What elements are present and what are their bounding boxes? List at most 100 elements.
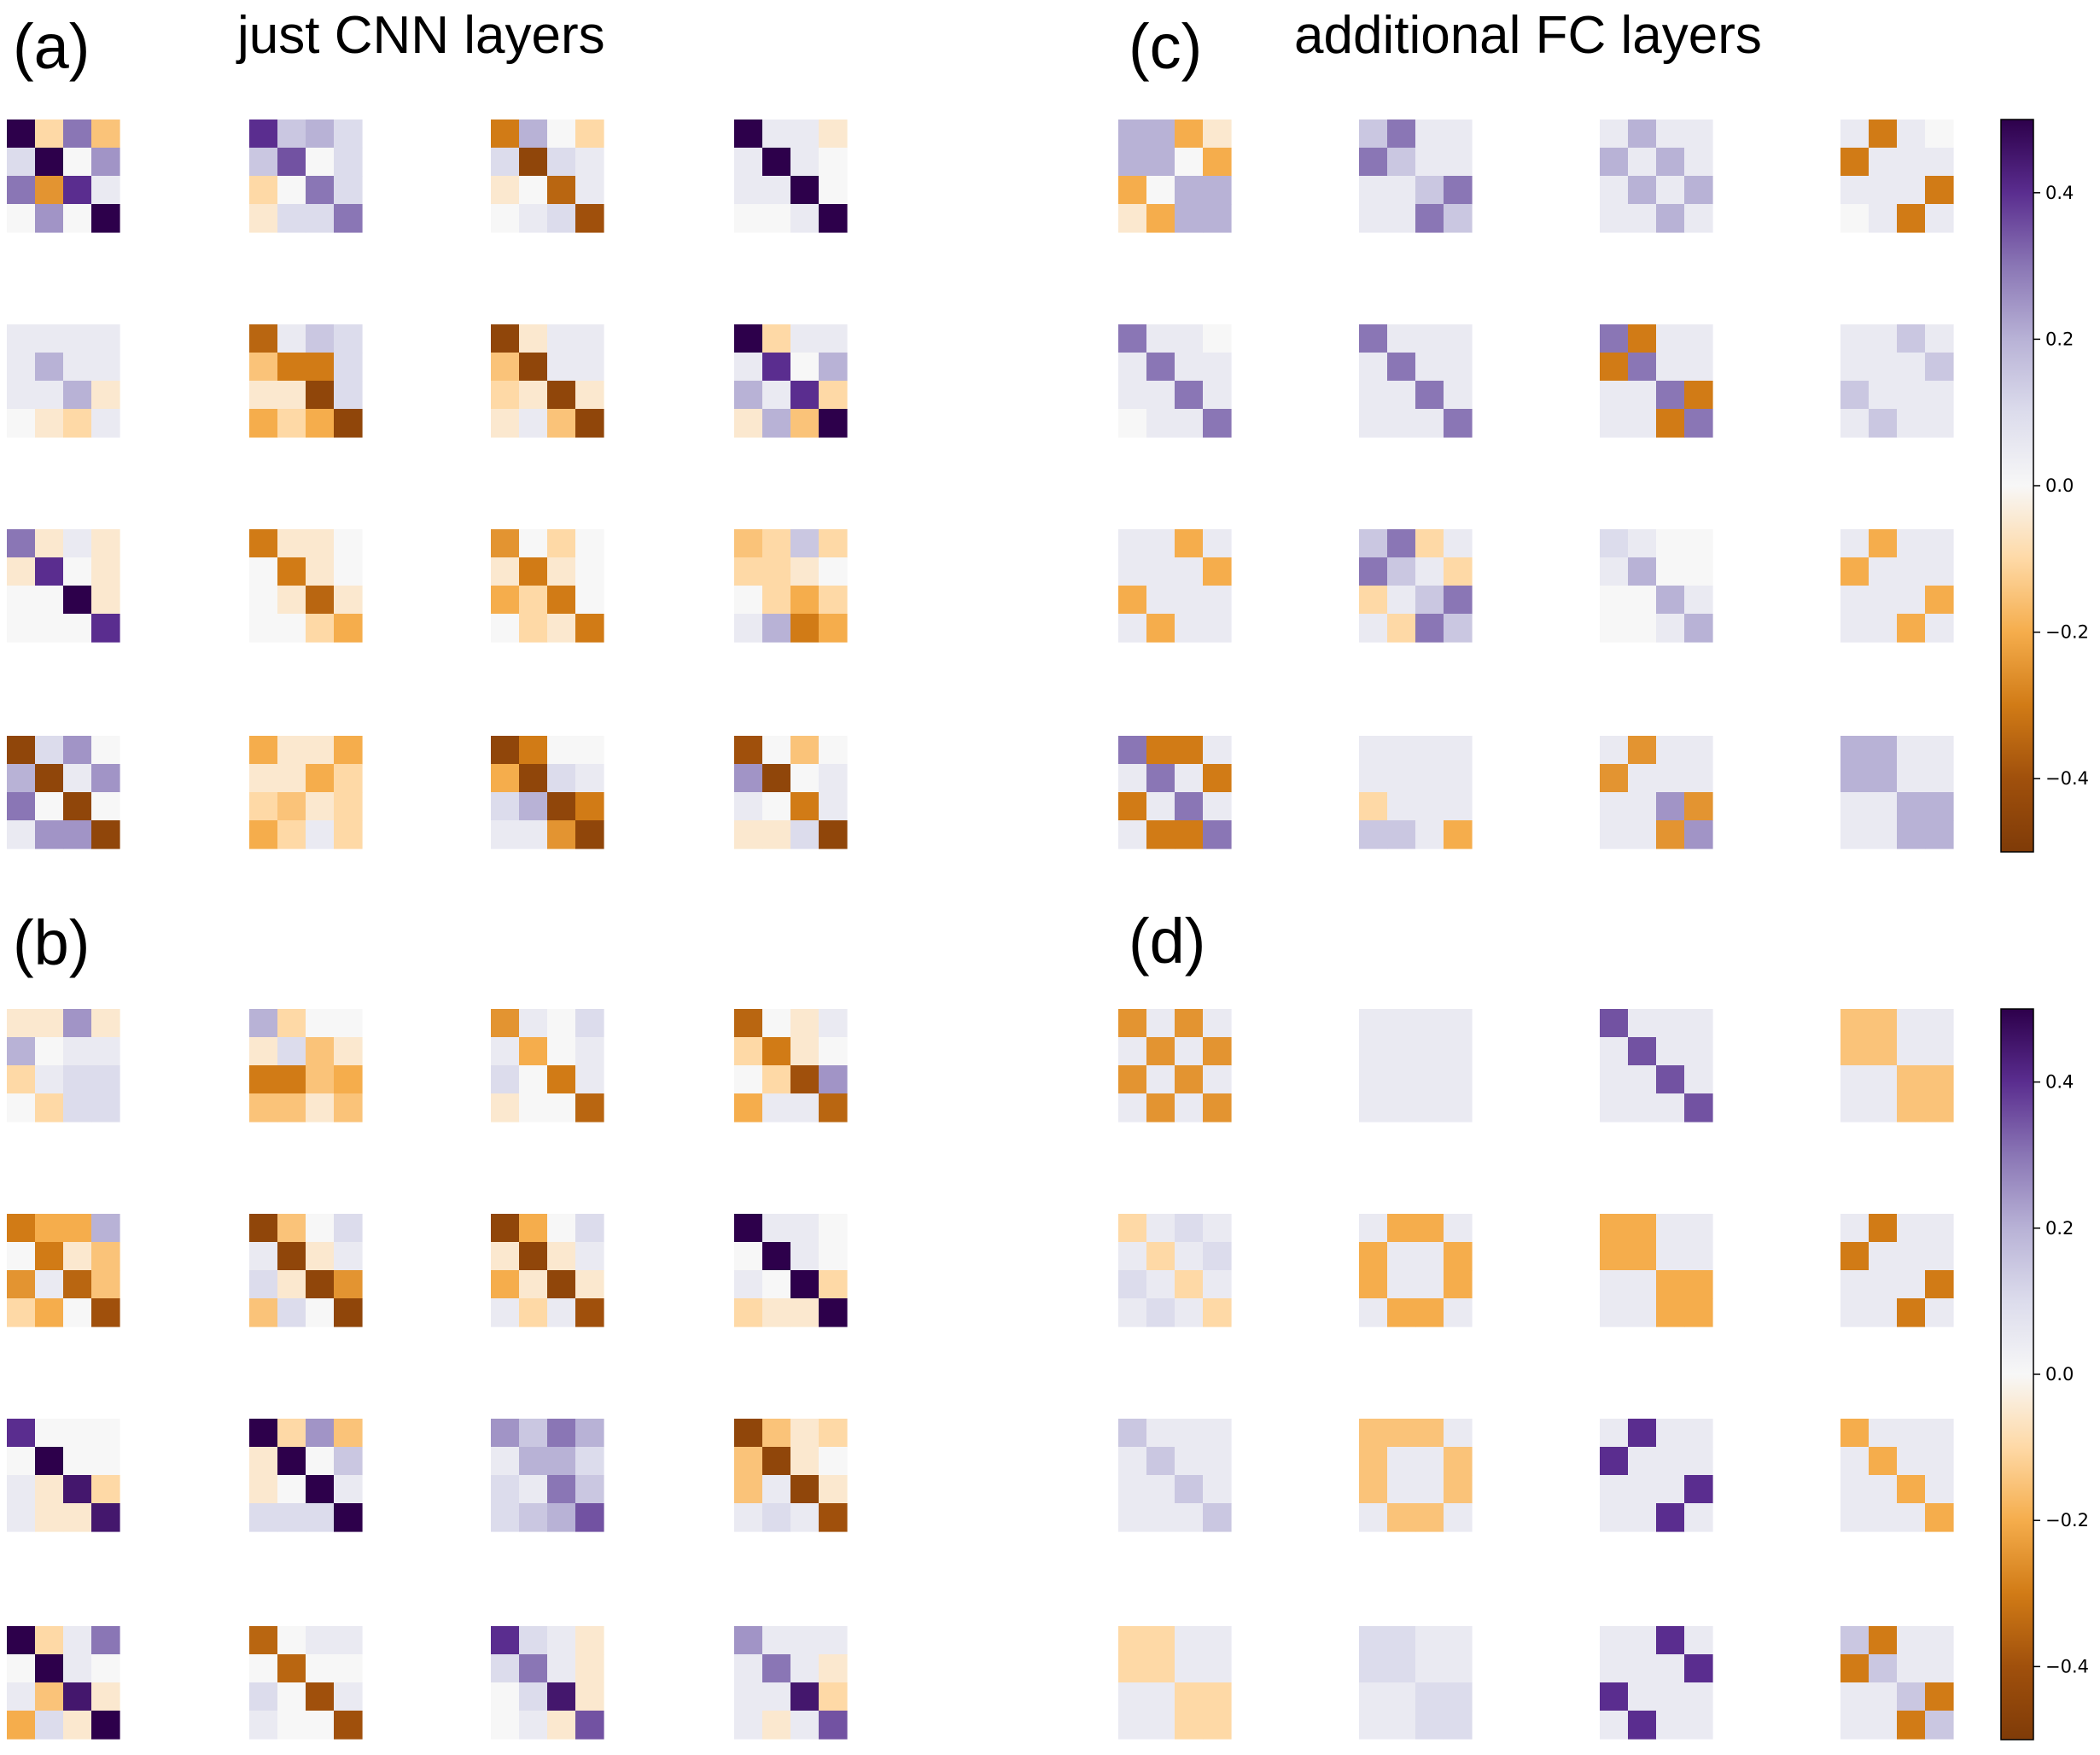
heatmap-cell	[1869, 529, 1898, 558]
heatmap-cell	[334, 1682, 363, 1711]
heatmap-cell	[1684, 1214, 1713, 1243]
heatmap-cell	[1415, 1065, 1444, 1094]
heatmap-cell	[334, 1093, 363, 1122]
heatmap-cell	[1387, 820, 1416, 849]
heatmap-cell	[1146, 176, 1175, 205]
heatmap-cell	[1175, 381, 1204, 410]
heatmap-cell	[35, 1475, 64, 1504]
heatmap-cell	[277, 820, 306, 849]
heatmap-cell	[1175, 557, 1204, 586]
heatmap-cell	[306, 353, 335, 382]
heatmap-cell	[1415, 120, 1444, 149]
heatmap-cell	[334, 557, 363, 586]
heatmap-cell	[762, 736, 791, 765]
heatmap-cell	[1118, 1447, 1147, 1476]
heatmap-cell	[63, 1214, 92, 1243]
matrix-c-2-2	[1600, 529, 1713, 643]
heatmap-cell	[1146, 324, 1175, 353]
heatmap-cell	[63, 1626, 92, 1655]
heatmap-cell	[1897, 736, 1926, 765]
heatmap-cell	[35, 1298, 64, 1327]
heatmap-cell	[1444, 557, 1473, 586]
heatmap-cell	[277, 792, 306, 821]
heatmap-cell	[1628, 529, 1657, 558]
heatmap-cell	[91, 764, 120, 793]
heatmap-cell	[306, 1242, 335, 1271]
heatmap-cell	[1415, 792, 1444, 821]
heatmap-cell	[91, 1447, 120, 1476]
heatmap-cell	[1203, 353, 1232, 382]
heatmap-cell	[519, 148, 548, 177]
heatmap-cell	[7, 736, 36, 765]
heatmap-cell	[306, 1214, 335, 1243]
heatmap-cell	[1359, 614, 1388, 643]
heatmap-cell	[1600, 1711, 1629, 1740]
heatmap-cell	[35, 1037, 64, 1066]
heatmap-cell	[819, 1270, 848, 1299]
heatmap-cell	[762, 1214, 791, 1243]
colorbar-tick-label: 0.0	[2045, 1364, 2074, 1385]
heatmap-cell	[1656, 1626, 1685, 1655]
heatmap-cell	[1387, 1626, 1416, 1655]
heatmap-cell	[1118, 381, 1147, 410]
heatmap-cell	[1175, 1626, 1204, 1655]
heatmap-cell	[1359, 1447, 1388, 1476]
matrix-b-2-1	[249, 1419, 363, 1532]
heatmap-cell	[35, 381, 64, 410]
heatmap-cell	[1203, 1682, 1232, 1711]
panel-d-heatmaps	[1118, 1009, 1954, 1740]
heatmap-cell	[1359, 557, 1388, 586]
heatmap-cell	[1628, 381, 1657, 410]
heatmap-cell	[734, 1447, 763, 1476]
heatmap-cell	[519, 1037, 548, 1066]
heatmap-cell	[1628, 204, 1657, 233]
heatmap-cell	[491, 1214, 520, 1243]
heatmap-cell	[1203, 792, 1232, 821]
heatmap-cell	[1840, 1242, 1870, 1271]
heatmap-cell	[1925, 120, 1954, 149]
heatmap-cell	[1628, 1626, 1657, 1655]
heatmap-cell	[819, 1475, 848, 1504]
heatmap-cell	[1869, 120, 1898, 149]
heatmap-cell	[1118, 324, 1147, 353]
heatmap-cell	[819, 409, 848, 438]
heatmap-cell	[1656, 1009, 1685, 1038]
heatmap-cell	[306, 1065, 335, 1094]
heatmap-cell	[277, 1298, 306, 1327]
heatmap-cell	[1175, 1475, 1204, 1504]
heatmap-cell	[762, 409, 791, 438]
heatmap-cell	[277, 1503, 306, 1532]
heatmap-cell	[1628, 1682, 1657, 1711]
heatmap-cell	[1175, 1037, 1204, 1066]
heatmap-cell	[1925, 1037, 1954, 1066]
heatmap-cell	[819, 1214, 848, 1243]
heatmap-cell	[7, 764, 36, 793]
heatmap-cell	[1203, 1419, 1232, 1448]
heatmap-cell	[1146, 1447, 1175, 1476]
heatmap-cell	[734, 1093, 763, 1122]
heatmap-cell	[1444, 1298, 1473, 1327]
heatmap-cell	[1387, 1037, 1416, 1066]
heatmap-cell	[819, 1009, 848, 1038]
heatmap-cell	[63, 1037, 92, 1066]
heatmap-cell	[1146, 1419, 1175, 1448]
heatmap-cell	[575, 120, 604, 149]
heatmap-cell	[1628, 820, 1657, 849]
heatmap-cell	[790, 1270, 820, 1299]
heatmap-cell	[7, 204, 36, 233]
heatmap-cell	[1415, 1654, 1444, 1683]
heatmap-cell	[1387, 324, 1416, 353]
heatmap-cell	[491, 1447, 520, 1476]
heatmap-cell	[1600, 1475, 1629, 1504]
heatmap-cell	[734, 557, 763, 586]
heatmap-cell	[334, 529, 363, 558]
heatmap-cell	[519, 1298, 548, 1327]
heatmap-cell	[575, 381, 604, 410]
heatmap-cell	[35, 614, 64, 643]
heatmap-cell	[790, 176, 820, 205]
heatmap-cell	[1628, 324, 1657, 353]
heatmap-cell	[1684, 557, 1713, 586]
heatmap-cell	[491, 353, 520, 382]
heatmap-cell	[7, 1503, 36, 1532]
